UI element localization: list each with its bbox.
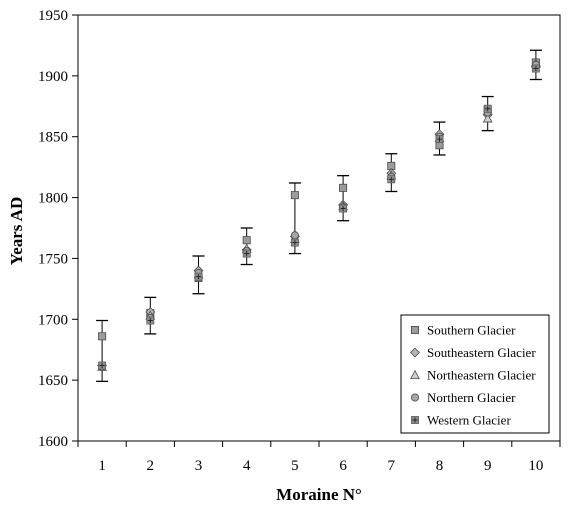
legend-marker [410,347,420,358]
data-point [339,183,348,192]
data-point [242,249,251,258]
ticks: 1600 1650 1700 1750 1800 1850 1900 1950 1 2 3 4 5 6 7 8… [38,8,561,474]
legend-label: Northeastern Glacier [427,368,536,383]
y-tick-label: 1750 [38,251,68,267]
data-point [146,316,155,325]
y-tick-label: 1850 [38,130,68,146]
x-tick-label: 2 [147,458,155,474]
data-point [483,104,492,113]
legend-marker [410,325,419,334]
legend-label: Southeastern Glacier [427,345,536,360]
y-tick-label: 1650 [38,373,68,389]
x-tick-label: 10 [528,458,543,474]
legend-box [400,314,550,434]
x-tick-label: 4 [243,458,251,474]
data-point [290,231,299,240]
data-point [339,204,347,213]
data-points [97,58,541,371]
legend-marker [410,393,419,402]
legend-marker [410,369,420,380]
data-point [242,236,251,245]
legend: Southern Glacier Southeastern Glacier Nort… [400,314,550,434]
data-point [531,64,540,73]
x-axis-label: Moraine N° [276,485,362,504]
y-axis-label: Years AD [7,197,26,265]
error-bar [96,319,109,383]
data-point [194,272,203,281]
data-point [387,175,396,184]
legend-marker [411,416,419,424]
y-tick-label: 1950 [38,8,68,24]
y-tick-label: 1900 [38,69,68,85]
data-point [290,191,299,200]
y-tick-label: 1700 [38,312,68,328]
legend-label: Western Glacier [427,413,511,428]
x-tick-label: 3 [195,458,203,474]
data-point [98,361,106,370]
legend-label: Southern Glacier [427,323,516,338]
legend-label: Northern Glacier [427,390,516,405]
x-tick-label: 7 [388,458,396,474]
x-tick-label: 6 [339,458,347,474]
data-point [482,113,493,123]
x-tick-label: 5 [291,458,299,474]
error-bar [337,175,350,222]
x-tick-label: 1 [98,458,106,474]
x-tick-label: 9 [484,458,492,474]
data-point [290,238,299,247]
y-tick-label: 1800 [38,191,68,207]
data-point [98,332,107,341]
y-tick-label: 1600 [38,434,68,450]
x-tick-label: 8 [436,458,444,474]
data-point [435,135,444,144]
